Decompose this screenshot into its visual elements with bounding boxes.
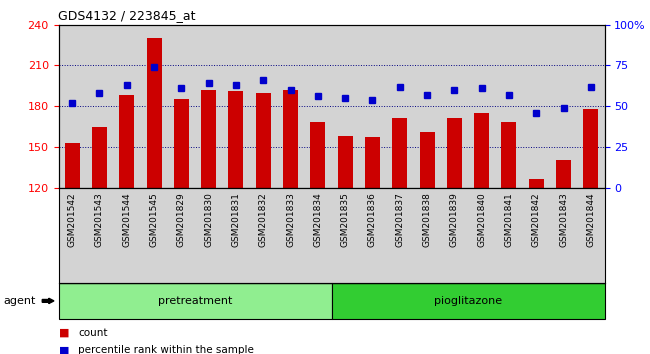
Text: count: count: [78, 328, 107, 338]
Text: GSM201830: GSM201830: [204, 193, 213, 247]
Bar: [92, 127, 107, 188]
Text: GSM201841: GSM201841: [504, 193, 514, 247]
Bar: [337, 136, 353, 188]
Bar: [64, 143, 80, 188]
Bar: [58, 283, 332, 319]
Bar: [174, 99, 189, 188]
Bar: [228, 91, 244, 188]
Text: pioglitazone: pioglitazone: [434, 296, 502, 306]
Bar: [528, 179, 544, 188]
Bar: [332, 283, 604, 319]
Text: GSM201843: GSM201843: [559, 193, 568, 247]
Text: GSM201542: GSM201542: [68, 193, 77, 247]
Text: ■: ■: [58, 346, 69, 354]
Text: GSM201835: GSM201835: [341, 193, 350, 247]
Bar: [146, 38, 162, 188]
Bar: [201, 90, 216, 188]
Text: GSM201838: GSM201838: [422, 193, 432, 247]
Text: GSM201831: GSM201831: [231, 193, 240, 247]
Bar: [556, 160, 571, 188]
Bar: [365, 137, 380, 188]
Bar: [474, 113, 489, 188]
Text: GSM201834: GSM201834: [313, 193, 322, 247]
Bar: [447, 118, 462, 188]
Bar: [583, 109, 599, 188]
Text: GSM201832: GSM201832: [259, 193, 268, 247]
Text: pretreatment: pretreatment: [158, 296, 232, 306]
Bar: [419, 132, 435, 188]
Text: GSM201842: GSM201842: [532, 193, 541, 247]
Text: ■: ■: [58, 328, 69, 338]
Text: agent: agent: [3, 296, 36, 306]
Text: GSM201837: GSM201837: [395, 193, 404, 247]
Bar: [283, 90, 298, 188]
Text: GSM201833: GSM201833: [286, 193, 295, 247]
Text: GSM201544: GSM201544: [122, 193, 131, 247]
Bar: [119, 95, 135, 188]
Text: GSM201829: GSM201829: [177, 193, 186, 247]
Bar: [501, 122, 517, 188]
Bar: [392, 118, 408, 188]
Text: GSM201839: GSM201839: [450, 193, 459, 247]
Text: GSM201840: GSM201840: [477, 193, 486, 247]
Text: GSM201545: GSM201545: [150, 193, 159, 247]
Bar: [310, 122, 326, 188]
Bar: [255, 93, 271, 188]
Text: GSM201836: GSM201836: [368, 193, 377, 247]
Text: GSM201844: GSM201844: [586, 193, 595, 247]
Text: percentile rank within the sample: percentile rank within the sample: [78, 346, 254, 354]
Text: GSM201543: GSM201543: [95, 193, 104, 247]
Text: GDS4132 / 223845_at: GDS4132 / 223845_at: [58, 9, 196, 22]
